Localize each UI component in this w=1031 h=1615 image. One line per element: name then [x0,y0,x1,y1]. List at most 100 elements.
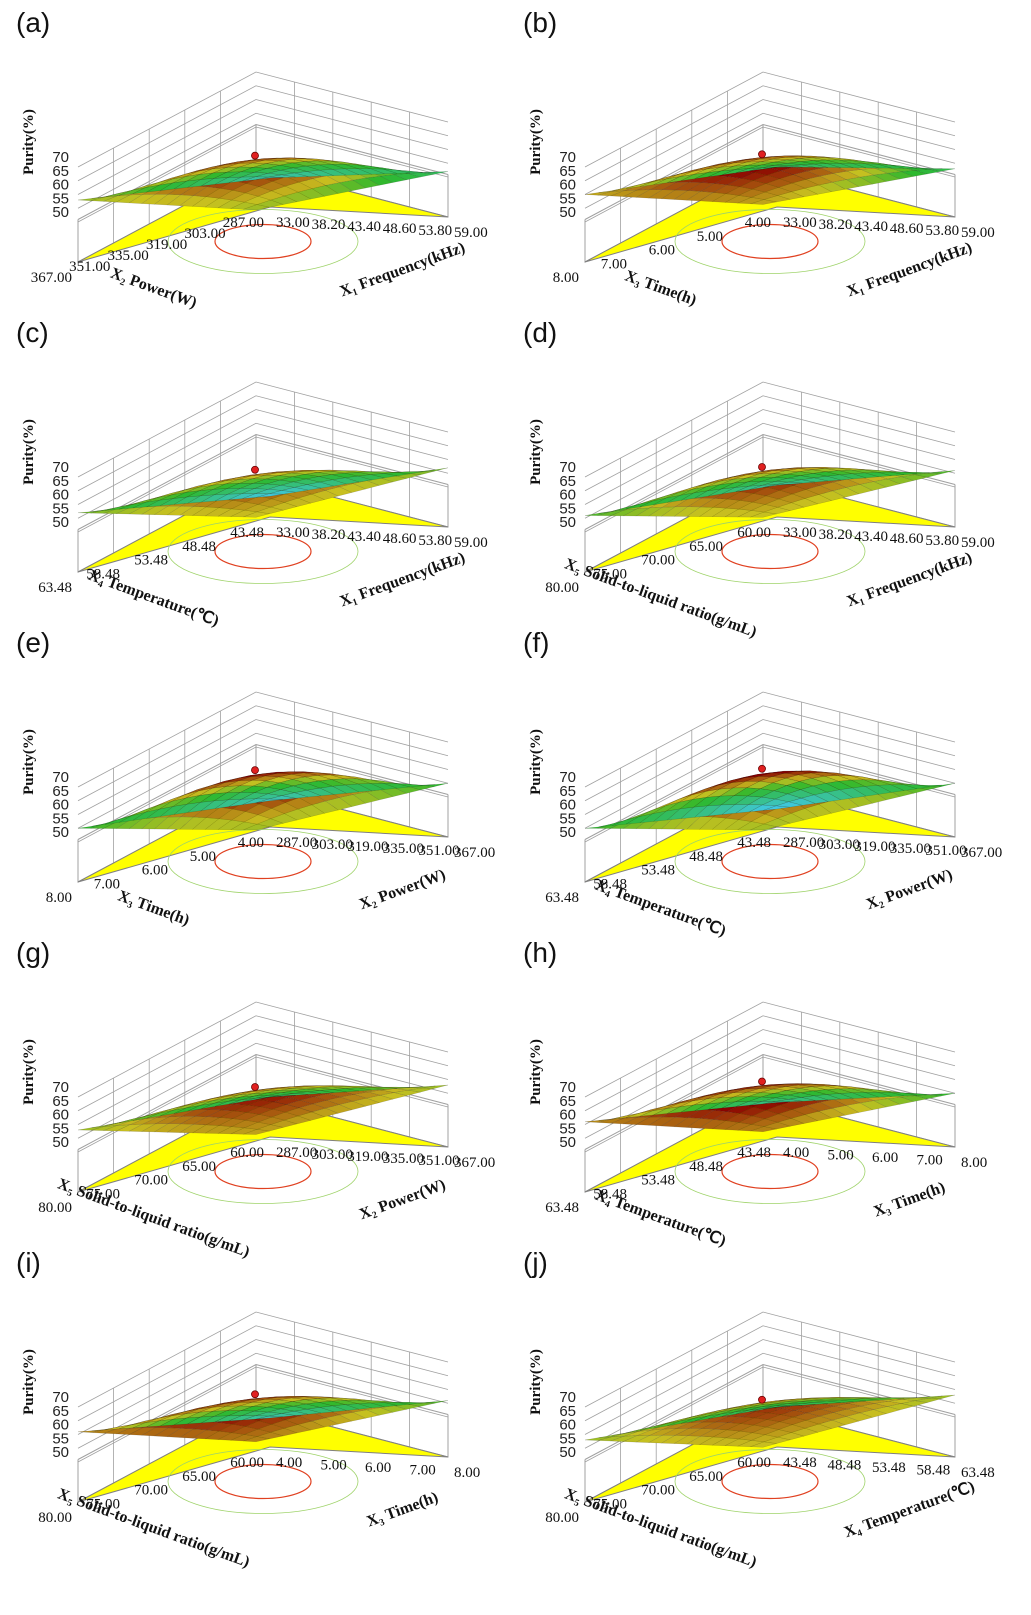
surface-cell [686,506,714,517]
wall-gridline [77,732,449,829]
z-axis-title: Purity(%) [528,729,544,795]
design-point [758,764,766,773]
surface-cell [705,1090,732,1097]
surface-cell [311,490,339,500]
surface-cell [279,476,307,483]
y-tick-label: 7.00 [601,256,627,272]
surface-cell [266,1403,294,1410]
surface-cell [653,495,681,505]
surface-cell [680,490,708,501]
wall-gridline [584,381,956,478]
surface-cell [278,472,306,478]
surface-cell [626,181,653,189]
z-axis-title: Purity(%) [21,1039,37,1105]
wall-gridline [77,99,449,195]
surface-cell [735,1408,763,1415]
surface-cell [724,195,753,204]
surface-cell [813,1089,840,1095]
surface-cell [814,1400,841,1404]
surface-cell [814,163,841,168]
surface-cell [626,1426,653,1434]
z-tick-label: 55 [559,1430,576,1447]
surface-cell [352,1097,381,1107]
surface-cell [279,162,307,169]
x-tick-label: 59.00 [454,535,488,551]
surface-cell [198,164,225,172]
surface-cell [298,1412,327,1422]
surface-cell [851,779,878,787]
z-tick-label: 55 [52,810,69,827]
surface-cell [774,1403,802,1407]
surface-cell [396,169,423,174]
surface-cell [639,1108,667,1117]
surface-cell [813,471,840,477]
y-tick-label: 75.00 [86,1186,120,1202]
response-surface [77,157,449,211]
z-axis-title: Purity(%) [528,1039,544,1105]
surface-cell [763,166,790,170]
surface-cell [653,1106,681,1116]
surface-cell [242,1415,270,1421]
surface-cell [747,477,775,483]
surface-cell [268,174,296,178]
wall-gridline [77,1339,449,1435]
surface-cell [243,814,272,825]
surface-cell [745,470,773,476]
x-tick-label: 7.00 [410,1463,436,1479]
surface-cell [639,1423,667,1431]
surface-cell [77,196,105,201]
surface-cell [307,1407,334,1414]
surface-cell [903,471,930,474]
surface-cell [407,1087,435,1093]
x-axis-title: X₂ Power(W) [357,866,448,913]
z-axis-title: Purity(%) [21,109,37,175]
response-surface [584,1083,956,1133]
z-axis-title: Purity(%) [21,419,37,485]
x-tick-label: 53.48 [872,1460,906,1476]
surface-cell [297,804,326,817]
surface-cell [721,804,750,815]
surface-cell [837,1085,865,1090]
y-tick-label: 70.00 [641,1483,675,1499]
y-tick-label: 60.00 [230,1455,264,1471]
y-tick-label: 63.48 [545,1200,579,1216]
contour-line [167,829,359,894]
x-axis: 4.00 5.00 6.00 7.00 8.00 X₃ Time(h) [276,1455,480,1531]
x-tick-label: 33.00 [276,215,310,231]
surface-cell [242,1096,270,1102]
surface-cell [228,493,256,500]
surface-cell [788,479,816,484]
surface-cell [146,182,174,193]
surface-cell [257,1423,286,1433]
x-tick-label: 58.48 [917,1463,951,1479]
wall-gridline [77,381,449,478]
surface-cell [747,161,775,166]
y-tick-label: 65.00 [689,1469,723,1485]
z-tick-label: 60 [559,1417,576,1434]
x-tick-label: 335.00 [383,1151,424,1167]
y-tick-label: 70.00 [641,553,675,569]
x-tick-label: 367.00 [961,845,1002,861]
z-tick-label: 50 [559,1134,576,1151]
surface-cell [240,167,268,173]
surface-cell [119,187,146,196]
surface-cell [680,1103,708,1113]
y-axis-title: X₄ Temperature(℃) [593,1187,728,1250]
surface-cell [890,164,917,169]
surface-cell [266,164,294,171]
contour-line [674,1449,866,1514]
z-tick-label: 50 [52,1444,69,1461]
surface-cell [199,1096,226,1104]
x-tick-label: 38.20 [819,217,853,233]
surface-cell [132,500,160,509]
surface-cell [119,1115,146,1124]
y-tick-label: 5.00 [190,849,216,865]
wall-gridline [77,691,449,788]
panel-label: (d) [523,317,557,348]
surface-cell [886,171,915,180]
